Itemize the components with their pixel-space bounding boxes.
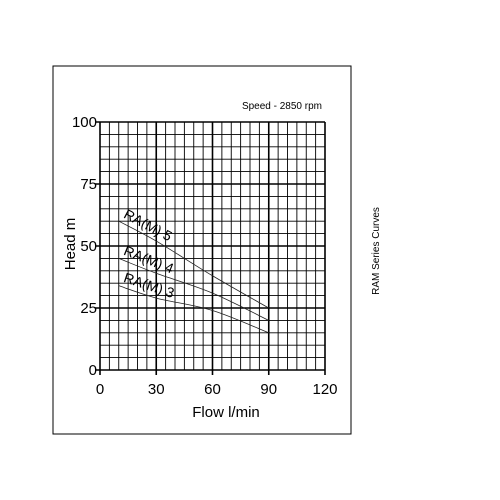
grid (95, 121, 326, 375)
series-line-3 (118, 285, 269, 334)
y-tick-label: 50 (80, 238, 97, 255)
y-axis-label: Head m (62, 218, 79, 271)
side-title: RAM Series Curves (371, 207, 382, 295)
series-line-1 (118, 220, 269, 309)
series-label-1: RA(M) 5 (121, 206, 175, 245)
y-tick-label: 25 (80, 300, 97, 317)
x-tick-label: 30 (148, 381, 165, 398)
y-tick-label: 75 (80, 176, 97, 193)
x-tick-label: 120 (312, 381, 337, 398)
y-tick-label: 100 (72, 114, 97, 131)
tick-labels: 0 30 60 90 120 0 25 50 75 100 (72, 114, 338, 398)
x-tick-label: 0 (96, 381, 104, 398)
chart-frame (52, 65, 352, 435)
y-tick-label: 0 (89, 362, 97, 379)
x-tick-label: 60 (204, 381, 221, 398)
series-line-2 (118, 258, 269, 321)
x-tick-label: 90 (260, 381, 277, 398)
speed-annotation: Speed - 2850 rpm (242, 101, 322, 112)
x-axis-label: Flow l/min (192, 404, 260, 421)
